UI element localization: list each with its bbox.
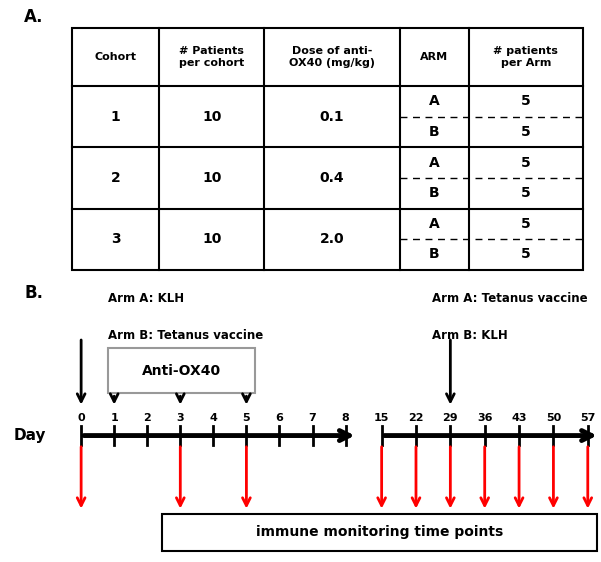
Text: immune monitoring time points: immune monitoring time points (256, 525, 503, 540)
Text: 0.1: 0.1 (320, 110, 344, 124)
Text: Cohort: Cohort (95, 52, 136, 62)
Text: A.: A. (24, 8, 43, 26)
Text: B: B (429, 186, 439, 200)
Text: B.: B. (24, 284, 43, 302)
Text: 5: 5 (521, 247, 531, 261)
Text: 2: 2 (144, 413, 151, 423)
Text: 5: 5 (521, 125, 531, 139)
Bar (108, 348, 255, 393)
Text: 2.0: 2.0 (320, 232, 344, 246)
Text: 22: 22 (408, 413, 424, 423)
Text: 5: 5 (521, 217, 531, 231)
Bar (162, 514, 597, 551)
Text: B: B (429, 247, 439, 261)
Text: 1: 1 (111, 413, 118, 423)
Text: Arm A: Tetanus vaccine: Arm A: Tetanus vaccine (432, 292, 588, 305)
Text: 3: 3 (177, 413, 184, 423)
Text: 7: 7 (309, 413, 316, 423)
Text: 0: 0 (78, 413, 85, 423)
Text: 5: 5 (521, 94, 531, 108)
Bar (72, 28, 583, 270)
Text: 2: 2 (111, 171, 121, 185)
Text: 8: 8 (342, 413, 349, 423)
Text: Arm B: Tetanus vaccine: Arm B: Tetanus vaccine (108, 329, 263, 342)
Text: # patients
per Arm: # patients per Arm (493, 46, 558, 69)
Text: Arm B: KLH: Arm B: KLH (432, 329, 508, 342)
Text: 57: 57 (580, 413, 596, 423)
Text: A: A (429, 156, 439, 170)
Text: A: A (429, 94, 439, 108)
Text: ARM: ARM (420, 52, 448, 62)
Text: 10: 10 (202, 232, 222, 246)
Text: 43: 43 (511, 413, 527, 423)
Text: 5: 5 (243, 413, 250, 423)
Text: 29: 29 (442, 413, 458, 423)
Text: 5: 5 (521, 156, 531, 170)
Text: Day: Day (14, 428, 46, 443)
Text: 50: 50 (546, 413, 561, 423)
Text: 1: 1 (111, 110, 121, 124)
Text: B: B (429, 125, 439, 139)
Text: Dose of anti-
OX40 (mg/kg): Dose of anti- OX40 (mg/kg) (289, 46, 375, 69)
Text: Arm A: KLH: Arm A: KLH (108, 292, 185, 305)
Text: 0.4: 0.4 (320, 171, 344, 185)
Text: Anti-OX40: Anti-OX40 (142, 364, 221, 378)
Text: 10: 10 (202, 171, 222, 185)
Text: 10: 10 (202, 110, 222, 124)
Text: A: A (429, 217, 439, 231)
Text: 6: 6 (275, 413, 284, 423)
Text: 3: 3 (111, 232, 121, 246)
Text: 4: 4 (209, 413, 218, 423)
Text: # Patients
per cohort: # Patients per cohort (179, 46, 245, 69)
Text: 36: 36 (477, 413, 492, 423)
Text: 5: 5 (521, 186, 531, 200)
Text: 15: 15 (374, 413, 389, 423)
